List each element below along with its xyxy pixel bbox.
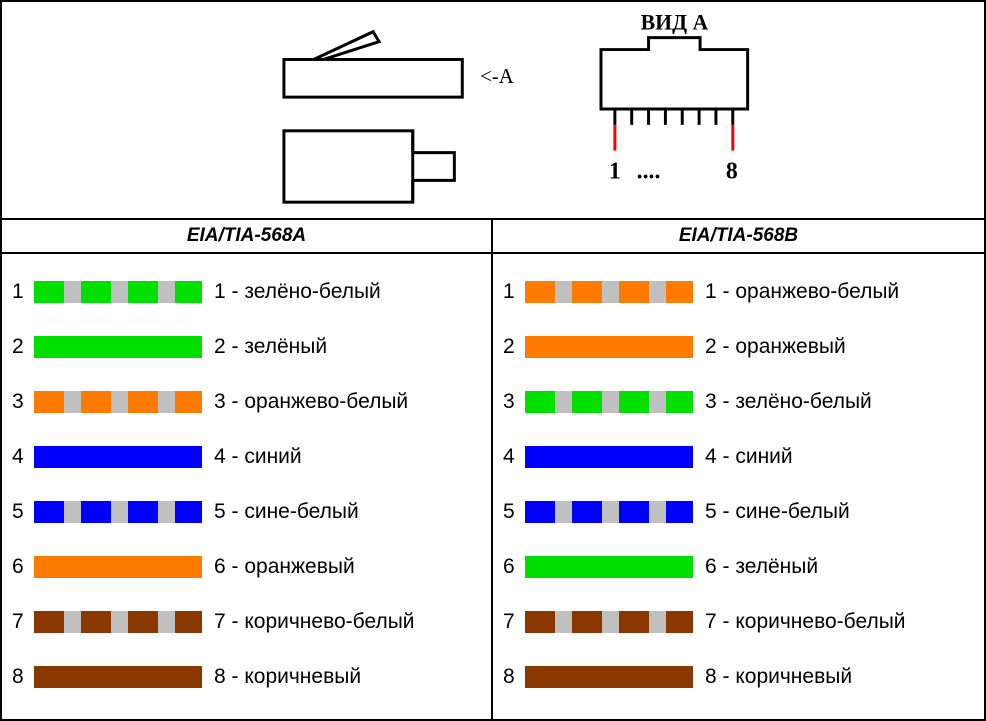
pin-number: 5 xyxy=(503,500,525,524)
pin-number: 4 xyxy=(503,445,525,469)
wire-swatch xyxy=(525,501,693,523)
pin-label-8: 8 xyxy=(726,158,738,184)
schematic-svg: <-A ВИД А xyxy=(2,2,984,218)
header-568a: EIA/TIA-568A xyxy=(2,220,493,252)
wire-swatch xyxy=(34,611,202,633)
pin-number: 7 xyxy=(12,610,34,634)
wire-row: 3 3 - оранжево-белый xyxy=(12,374,481,429)
pin-number: 3 xyxy=(12,390,34,414)
wire-row: 4 4 - синий xyxy=(503,429,974,484)
wire-label: 5 - сине-белый xyxy=(705,500,850,524)
wire-row: 5 5 - сине-белый xyxy=(12,484,481,539)
wire-label: 7 - коричнево-белый xyxy=(214,610,415,634)
pin-label-1: 1 xyxy=(609,158,621,184)
wire-label: 6 - зелёный xyxy=(705,555,818,579)
wire-swatch xyxy=(34,556,202,578)
wire-row: 4 4 - синий xyxy=(12,429,481,484)
pin-number: 6 xyxy=(503,555,525,579)
wire-label: 4 - синий xyxy=(214,445,302,469)
wire-swatch xyxy=(525,666,693,688)
connector-schematic: <-A ВИД А xyxy=(2,2,984,220)
wire-swatch xyxy=(34,446,202,468)
wire-swatch xyxy=(34,336,202,358)
wire-row: 2 2 - оранжевый xyxy=(503,319,974,374)
column-568a: 1 1 - зелёно-белый 2 2 - зелёный 3 3 - оранже… xyxy=(2,254,493,719)
wire-label: 8 - коричневый xyxy=(214,665,361,689)
wire-row: 7 7 - коричнево-белый xyxy=(503,594,974,649)
pin-number: 2 xyxy=(12,335,34,359)
pin-number: 8 xyxy=(503,665,525,689)
wire-label: 7 - коричнево-белый xyxy=(705,610,906,634)
wire-row: 8 8 - коричневый xyxy=(12,649,481,704)
column-568b: 1 1 - оранжево-белый 2 2 - оранжевый 3 3 - зе… xyxy=(493,254,984,719)
wire-swatch xyxy=(34,501,202,523)
wire-label: 1 - зелёно-белый xyxy=(214,280,381,304)
pin-label-dots: .... xyxy=(637,158,661,184)
pin-number: 4 xyxy=(12,445,34,469)
wire-columns: 1 1 - зелёно-белый 2 2 - зелёный 3 3 - оранже… xyxy=(2,254,984,719)
wire-row: 6 6 - оранжевый xyxy=(12,539,481,594)
wire-swatch xyxy=(525,336,693,358)
header-568b: EIA/TIA-568B xyxy=(493,220,984,252)
wire-label: 4 - синий xyxy=(705,445,793,469)
view-title: ВИД А xyxy=(641,11,709,35)
wire-swatch xyxy=(525,446,693,468)
wire-label: 5 - сине-белый xyxy=(214,500,359,524)
wire-swatch xyxy=(525,556,693,578)
wire-row: 7 7 - коричнево-белый xyxy=(12,594,481,649)
wire-label: 3 - зелёно-белый xyxy=(705,390,872,414)
connector-side-view xyxy=(284,32,462,97)
wire-label: 1 - оранжево-белый xyxy=(705,280,899,304)
pin-number: 1 xyxy=(503,280,525,304)
diagram-container: <-A ВИД А xyxy=(0,0,986,721)
wire-swatch xyxy=(525,281,693,303)
wire-label: 3 - оранжево-белый xyxy=(214,390,408,414)
arrow-label: <-A xyxy=(480,65,514,88)
connector-front-view xyxy=(601,38,748,151)
wire-swatch xyxy=(525,611,693,633)
wire-label: 6 - оранжевый xyxy=(214,555,355,579)
wire-row: 5 5 - сине-белый xyxy=(503,484,974,539)
wire-row: 8 8 - коричневый xyxy=(503,649,974,704)
wire-row: 3 3 - зелёно-белый xyxy=(503,374,974,429)
wire-swatch xyxy=(34,281,202,303)
pin-number: 1 xyxy=(12,280,34,304)
pin-number: 3 xyxy=(503,390,525,414)
wire-label: 8 - коричневый xyxy=(705,665,852,689)
standards-header-row: EIA/TIA-568A EIA/TIA-568B xyxy=(2,220,984,254)
wire-swatch xyxy=(34,666,202,688)
wire-row: 6 6 - зелёный xyxy=(503,539,974,594)
wire-label: 2 - зелёный xyxy=(214,335,327,359)
wire-swatch xyxy=(34,391,202,413)
pin-number: 5 xyxy=(12,500,34,524)
pin-number: 7 xyxy=(503,610,525,634)
pin-number: 8 xyxy=(12,665,34,689)
wire-row: 2 2 - зелёный xyxy=(12,319,481,374)
pin-number: 2 xyxy=(503,335,525,359)
wire-swatch xyxy=(525,391,693,413)
wire-row: 1 1 - оранжево-белый xyxy=(503,264,974,319)
wire-label: 2 - оранжевый xyxy=(705,335,846,359)
wire-row: 1 1 - зелёно-белый xyxy=(12,264,481,319)
connector-bottom-view xyxy=(284,131,454,202)
pin-number: 6 xyxy=(12,555,34,579)
